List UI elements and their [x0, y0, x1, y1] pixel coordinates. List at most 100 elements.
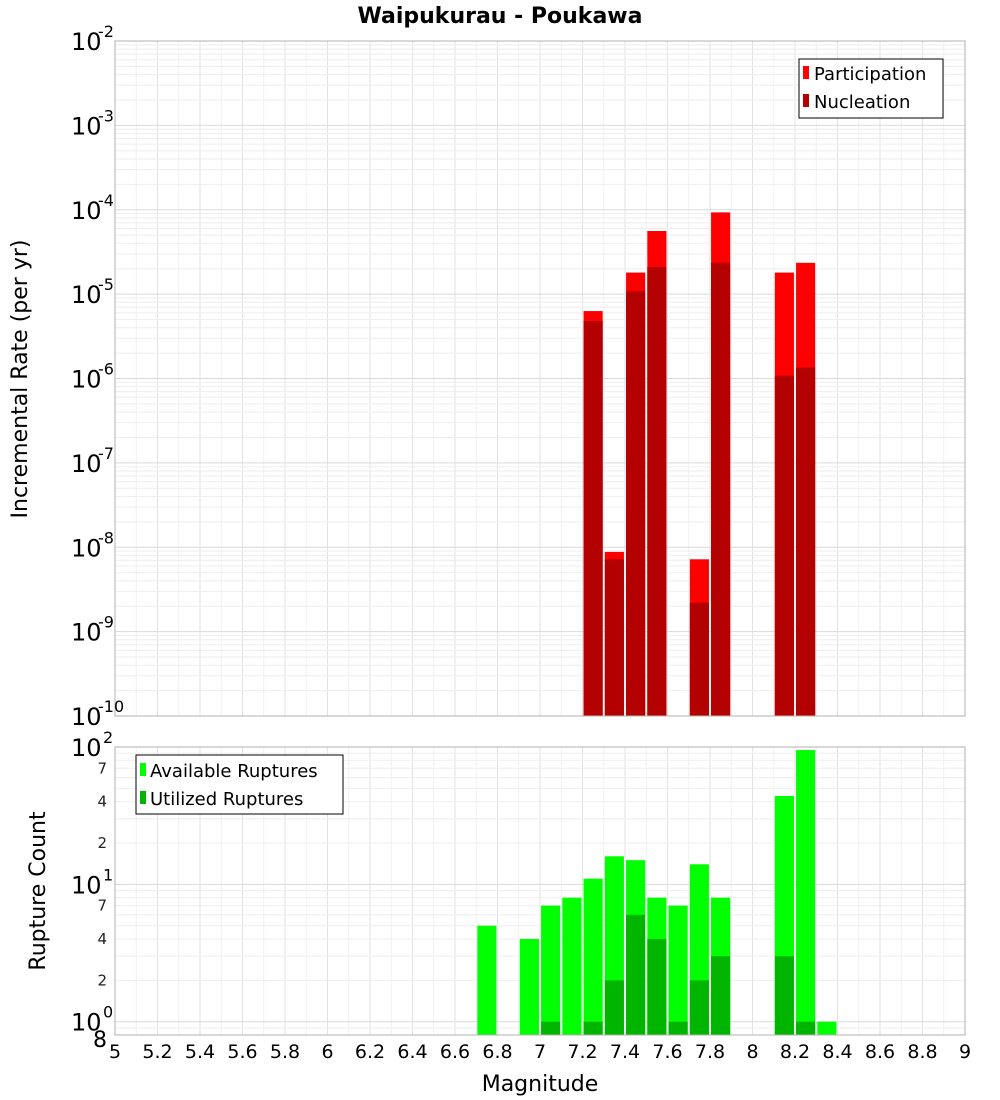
nucleation-bar: [774, 375, 794, 716]
y-tick-label: 10: [71, 366, 102, 394]
top-legend-box: [798, 58, 944, 119]
y-tick-exponent: -2: [98, 22, 114, 41]
nucleation-bar: [796, 367, 816, 716]
y-tick-exponent: 1: [103, 865, 113, 884]
y-minor-tick-label: 2: [97, 971, 107, 989]
x-tick-label: 7.2: [567, 1041, 597, 1063]
nucleation-bar: [647, 266, 667, 716]
x-tick-label: 5.8: [270, 1041, 300, 1063]
utilized-ruptures-bar: [583, 1021, 603, 1035]
nucleation-bar: [583, 321, 603, 716]
nucleation-bar: [711, 262, 731, 716]
utilized-ruptures-bar: [647, 939, 667, 1035]
bottom-plot-bars: [477, 750, 837, 1035]
top-plot-bars: [583, 212, 816, 717]
chart-title: Waipukurau - Poukawa: [358, 4, 643, 29]
nucleation-bar: [689, 602, 709, 716]
x-tick-label: 7.4: [610, 1041, 640, 1063]
y-tick-label: 10: [71, 734, 102, 762]
available-ruptures-bar: [668, 905, 688, 1035]
legend-swatch-nucleation: [803, 94, 809, 107]
top-legend: Participation Nucleation: [798, 58, 944, 119]
utilized-ruptures-bar: [668, 1021, 688, 1035]
x-tick-label: 8.2: [780, 1041, 810, 1063]
nucleation-bar: [604, 559, 624, 716]
y-tick-exponent: -5: [98, 275, 114, 294]
y-tick-label: 10: [71, 1009, 102, 1037]
available-ruptures-bar: [541, 905, 561, 1035]
utilized-ruptures-bar: [689, 980, 709, 1035]
x-tick-label: 6.6: [440, 1041, 470, 1063]
x-tick-label: 6.2: [355, 1041, 385, 1063]
utilized-ruptures-bar: [774, 956, 794, 1035]
x-tick-label: 6.8: [482, 1041, 512, 1063]
y-minor-tick-label: 7: [97, 759, 107, 777]
y-tick-label: 10: [71, 28, 102, 56]
y-minor-tick-label: 2: [97, 834, 107, 852]
x-tick-label: 8.6: [865, 1041, 895, 1063]
x-tick-label: 5: [109, 1041, 121, 1063]
bottom-plot-frame: [114, 746, 966, 1036]
available-ruptures-bar: [817, 1021, 837, 1035]
x-tick-label: 7.6: [652, 1041, 682, 1063]
y-tick-exponent: -4: [98, 191, 114, 210]
y-minor-tick-label: 4: [97, 930, 107, 948]
y-minor-tick-label: 8: [93, 1028, 107, 1053]
x-tick-label: 9: [959, 1041, 971, 1063]
bottom-legend: Available Ruptures Utilized Ruptures: [135, 754, 344, 815]
x-axis-title: Magnitude: [482, 1072, 599, 1097]
y-tick-exponent: -3: [98, 106, 114, 125]
bottom-legend-box: [135, 754, 344, 815]
y-tick-label: 10: [71, 534, 102, 562]
legend-label-available: Available Ruptures: [150, 761, 318, 782]
x-axis-ticks: 5 5.2 5.4 5.6 5.8 6 6.2 6.4 6.6 6.8 7 7.2 7.4 7.6 7.8 8…: [109, 1041, 971, 1063]
utilized-ruptures-bar: [711, 956, 731, 1035]
x-tick-label: 8.8: [907, 1041, 937, 1063]
y-tick-exponent: -9: [98, 613, 114, 632]
y-tick-exponent: 0: [103, 1003, 113, 1022]
top-y-axis-title: Incremental Rate (per yr): [8, 240, 33, 519]
available-ruptures-bar: [519, 939, 539, 1035]
legend-label-participation: Participation: [814, 64, 926, 85]
top-plot-frame: [114, 40, 966, 717]
x-tick-label: 5.6: [227, 1041, 257, 1063]
y-tick-exponent: -8: [98, 528, 114, 547]
legend-swatch-participation: [803, 66, 809, 79]
legend-swatch-available: [140, 763, 146, 776]
x-tick-label: 7: [534, 1041, 546, 1063]
utilized-ruptures-bar: [626, 914, 646, 1035]
x-tick-label: 8.4: [822, 1041, 852, 1063]
available-ruptures-bar: [796, 750, 816, 1035]
y-minor-tick-label: 7: [97, 897, 107, 915]
x-tick-label: 7.8: [695, 1041, 725, 1063]
y-minor-tick-label: 4: [97, 793, 107, 811]
x-tick-label: 5.2: [142, 1041, 172, 1063]
y-tick-label: 10: [71, 450, 102, 478]
y-tick-label: 10: [71, 871, 102, 899]
utilized-ruptures-bar: [541, 1021, 561, 1035]
bottom-y-axis-title: Rupture Count: [26, 811, 51, 971]
x-tick-label: 6.4: [397, 1041, 427, 1063]
y-tick-label: 10: [71, 619, 102, 647]
y-tick-exponent: -6: [98, 360, 114, 379]
utilized-ruptures-bar: [796, 1021, 816, 1035]
available-ruptures-bar: [562, 897, 582, 1035]
y-tick-exponent: -10: [98, 697, 124, 716]
available-ruptures-bar: [477, 925, 497, 1035]
nucleation-bar: [626, 291, 646, 716]
utilized-ruptures-bar: [604, 980, 624, 1035]
legend-label-utilized: Utilized Ruptures: [150, 789, 303, 810]
y-tick-label: 10: [71, 703, 102, 731]
y-tick-exponent: 2: [103, 728, 113, 747]
legend-label-nucleation: Nucleation: [814, 92, 910, 113]
top-plot-grid: [114, 41, 966, 717]
y-tick-exponent: -7: [98, 444, 114, 463]
x-tick-label: 5.4: [185, 1041, 215, 1063]
x-tick-label: 8: [746, 1041, 758, 1063]
y-tick-label: 10: [71, 112, 102, 140]
available-ruptures-bar: [583, 878, 603, 1035]
legend-swatch-utilized: [140, 791, 146, 804]
